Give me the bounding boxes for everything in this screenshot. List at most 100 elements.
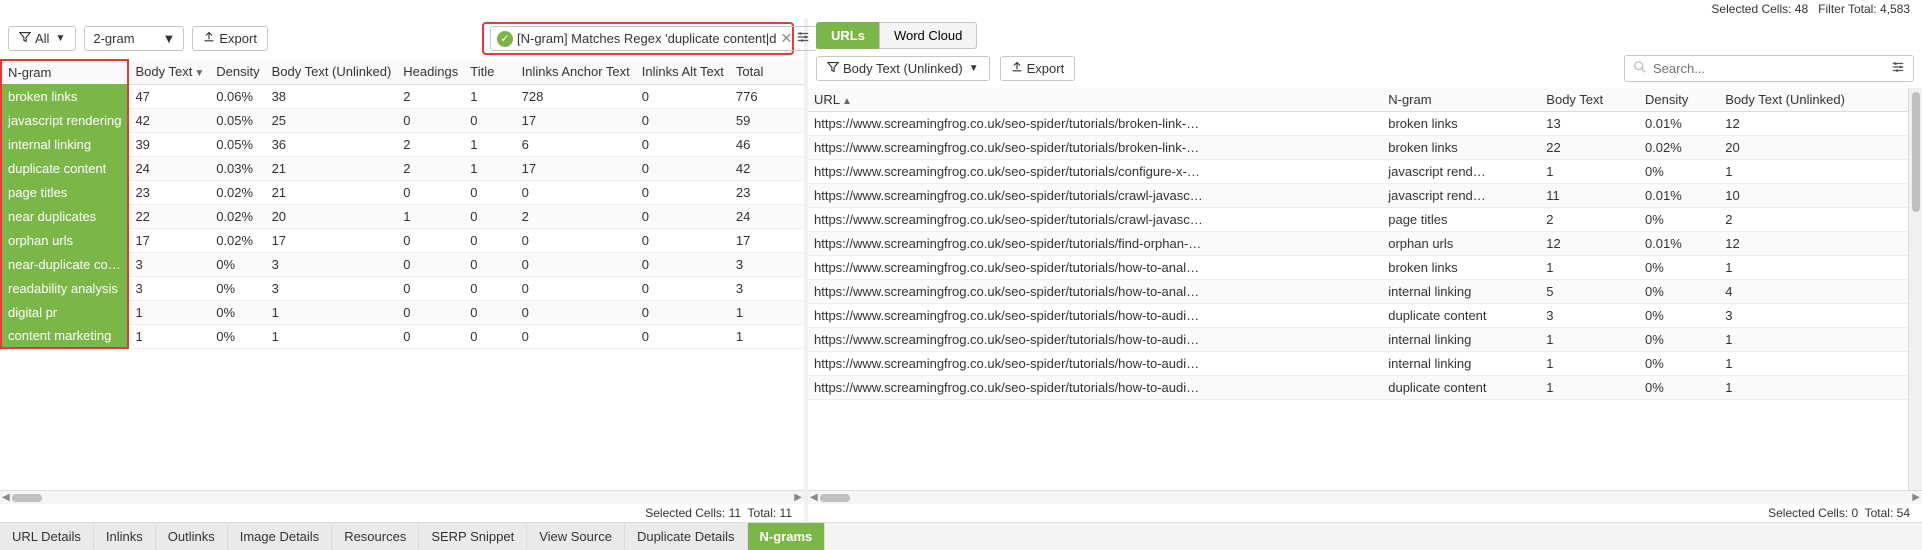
bottom-tab-n-grams[interactable]: N-grams [748, 523, 826, 550]
regex-filter-highlighted: ✓ [N-gram] Matches Regex 'duplicate cont… [482, 22, 794, 55]
filter-all-label: All [35, 31, 49, 46]
export-button[interactable]: Export [192, 26, 268, 51]
cell-ngram: internal linking [1382, 280, 1540, 304]
bottom-tab-inlinks[interactable]: Inlinks [94, 523, 156, 550]
cell-body-text-unlinked: 25 [266, 108, 398, 132]
body-text-filter-button[interactable]: Body Text (Unlinked) ▼ [816, 56, 990, 81]
col-density[interactable]: Density [1639, 88, 1719, 112]
bottom-tab-url-details[interactable]: URL Details [0, 523, 94, 550]
col-inlinks-anchor[interactable]: Inlinks Anchor Text [516, 60, 636, 84]
table-row[interactable]: https://www.screamingfrog.co.uk/seo-spid… [808, 304, 1908, 328]
cell-density: 0.01% [1639, 232, 1719, 256]
cell-url: https://www.screamingfrog.co.uk/seo-spid… [808, 184, 1382, 208]
right-horizontal-scrollbar[interactable]: ◀ ▶ [808, 490, 1922, 504]
table-row[interactable]: https://www.screamingfrog.co.uk/seo-spid… [808, 280, 1908, 304]
scroll-right-icon[interactable]: ▶ [794, 492, 802, 503]
table-row[interactable]: javascript rendering420.05%250017059 [1, 108, 804, 132]
col-title[interactable]: Title [464, 60, 515, 84]
cell-body-text-unlinked: 21 [266, 180, 398, 204]
cell-ngram: readability analysis [1, 276, 128, 300]
table-row[interactable]: https://www.screamingfrog.co.uk/seo-spid… [808, 160, 1908, 184]
bottom-tab-image-details[interactable]: Image Details [228, 523, 332, 550]
cell-inlinks-anchor: 0 [516, 324, 636, 348]
cell-ngram: broken links [1, 84, 128, 108]
cell-body-text: 24 [128, 156, 210, 180]
tab-word-cloud[interactable]: Word Cloud [879, 22, 977, 49]
scroll-thumb[interactable] [12, 494, 42, 502]
search-box[interactable] [1624, 55, 1914, 82]
cell-body-text-unlinked: 3 [1719, 304, 1908, 328]
table-row[interactable]: duplicate content240.03%212117042 [1, 156, 804, 180]
clear-filter-icon[interactable]: ✕ [781, 30, 793, 47]
left-horizontal-scrollbar[interactable]: ◀ ▶ [0, 490, 804, 504]
gram-select[interactable]: 2-gram ▼ [84, 26, 184, 51]
cell-url: https://www.screamingfrog.co.uk/seo-spid… [808, 376, 1382, 400]
table-row[interactable]: internal linking390.05%36216046 [1, 132, 804, 156]
col-total[interactable]: Total [730, 60, 804, 84]
bottom-tab-outlinks[interactable]: Outlinks [156, 523, 228, 550]
table-row[interactable]: https://www.screamingfrog.co.uk/seo-spid… [808, 136, 1908, 160]
cell-density: 0% [1639, 256, 1719, 280]
cell-ngram: digital pr [1, 300, 128, 324]
table-row[interactable]: readability analysis30%300003 [1, 276, 804, 300]
right-tabs: URLs Word Cloud [808, 18, 1922, 49]
cell-ngram: orphan urls [1382, 232, 1540, 256]
col-body-text-unlinked[interactable]: Body Text (Unlinked) [266, 60, 398, 84]
col-body-text[interactable]: Body Text▼ [128, 60, 210, 84]
table-row[interactable]: near-duplicate co…30%300003 [1, 252, 804, 276]
cell-url: https://www.screamingfrog.co.uk/seo-spid… [808, 136, 1382, 160]
col-headings[interactable]: Headings [397, 60, 464, 84]
bottom-tab-serp-snippet[interactable]: SERP Snippet [419, 523, 527, 550]
scroll-left-icon[interactable]: ◀ [810, 492, 818, 503]
table-row[interactable]: https://www.screamingfrog.co.uk/seo-spid… [808, 352, 1908, 376]
table-row[interactable]: orphan urls170.02%17000017 [1, 228, 804, 252]
scroll-thumb[interactable] [820, 494, 850, 502]
table-row[interactable]: broken links470.06%38217280776 [1, 84, 804, 108]
bottom-tab-duplicate-details[interactable]: Duplicate Details [625, 523, 748, 550]
cell-inlinks-anchor: 0 [516, 228, 636, 252]
cell-title: 0 [464, 300, 515, 324]
regex-filter-field[interactable]: ✓ [N-gram] Matches Regex 'duplicate cont… [490, 26, 817, 51]
cell-body-text-unlinked: 17 [266, 228, 398, 252]
bottom-tab-resources[interactable]: Resources [332, 523, 419, 550]
cell-body-text: 22 [1540, 136, 1639, 160]
col-url[interactable]: URL▲ [808, 88, 1382, 112]
cell-body-text-unlinked: 10 [1719, 184, 1908, 208]
table-row[interactable]: content marketing10%100001 [1, 324, 804, 348]
regex-filter-text: [N-gram] Matches Regex 'duplicate conten… [517, 31, 777, 46]
right-table-scroll[interactable]: URL▲ N-gram Body Text Density Body Text … [808, 88, 1908, 490]
col-ngram[interactable]: N-gram [1382, 88, 1540, 112]
table-row[interactable]: https://www.screamingfrog.co.uk/seo-spid… [808, 376, 1908, 400]
table-row[interactable]: https://www.screamingfrog.co.uk/seo-spid… [808, 112, 1908, 136]
bottom-tab-view-source[interactable]: View Source [527, 523, 625, 550]
col-body-text[interactable]: Body Text [1540, 88, 1639, 112]
search-input[interactable] [1653, 61, 1885, 76]
scroll-thumb[interactable] [1912, 92, 1920, 212]
table-row[interactable]: https://www.screamingfrog.co.uk/seo-spid… [808, 208, 1908, 232]
cell-density: 0% [1639, 352, 1719, 376]
tab-urls[interactable]: URLs [816, 22, 879, 49]
col-body-text-unlinked[interactable]: Body Text (Unlinked) [1719, 88, 1908, 112]
urls-table: URL▲ N-gram Body Text Density Body Text … [808, 88, 1908, 400]
search-settings-icon[interactable] [1891, 60, 1905, 77]
col-ngram[interactable]: N-gram [1, 60, 128, 84]
table-row[interactable]: https://www.screamingfrog.co.uk/seo-spid… [808, 256, 1908, 280]
table-row[interactable]: https://www.screamingfrog.co.uk/seo-spid… [808, 232, 1908, 256]
cell-body-text: 13 [1540, 112, 1639, 136]
table-row[interactable]: digital pr10%100001 [1, 300, 804, 324]
col-inlinks-alt[interactable]: Inlinks Alt Text [636, 60, 730, 84]
left-table-scroll[interactable]: N-gram Body Text▼ Density Body Text (Unl… [0, 59, 804, 490]
filter-all-button[interactable]: All ▼ [8, 26, 76, 51]
col-density[interactable]: Density [210, 60, 265, 84]
right-export-button[interactable]: Export [1000, 56, 1076, 81]
cell-inlinks-anchor: 0 [516, 300, 636, 324]
table-row[interactable]: https://www.screamingfrog.co.uk/seo-spid… [808, 184, 1908, 208]
table-row[interactable]: page titles230.02%21000023 [1, 180, 804, 204]
cell-density: 0.05% [210, 132, 265, 156]
scroll-right-icon[interactable]: ▶ [1912, 492, 1920, 503]
sort-asc-icon: ▲ [842, 96, 852, 107]
table-row[interactable]: https://www.screamingfrog.co.uk/seo-spid… [808, 328, 1908, 352]
table-row[interactable]: near duplicates220.02%20102024 [1, 204, 804, 228]
right-vertical-scrollbar[interactable] [1908, 88, 1922, 490]
scroll-left-icon[interactable]: ◀ [2, 492, 10, 503]
